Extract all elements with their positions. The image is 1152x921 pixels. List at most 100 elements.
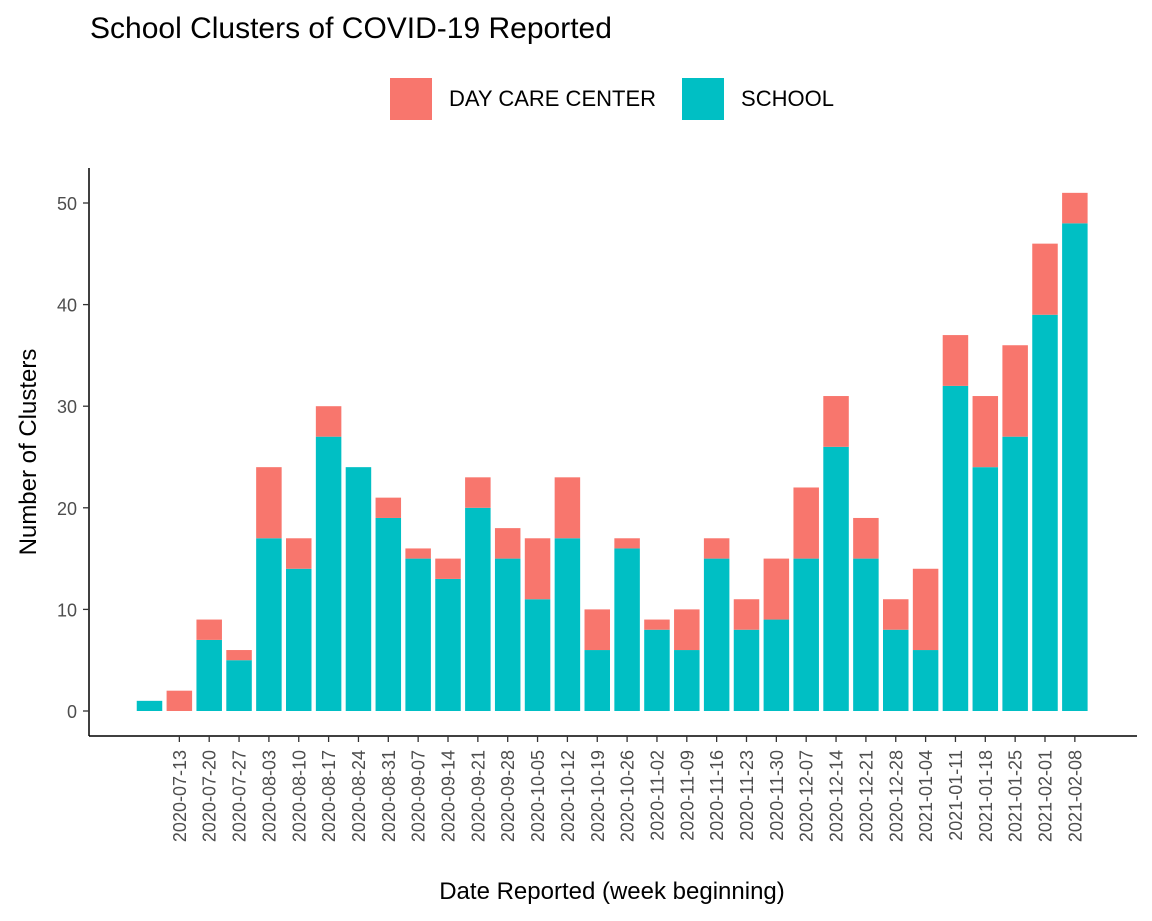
x-axis-title: Date Reported (week beginning) bbox=[439, 878, 785, 905]
bar-daycare-24 bbox=[853, 517, 879, 559]
x-tick-label-9: 2020-09-14 bbox=[439, 750, 459, 842]
bar-daycare-29 bbox=[1002, 345, 1028, 437]
x-tick-label-28: 2021-01-25 bbox=[1006, 750, 1026, 842]
bar-school-10 bbox=[435, 578, 461, 711]
bar-daycare-26 bbox=[912, 568, 939, 651]
x-tick-label-11: 2020-09-28 bbox=[498, 750, 518, 842]
x-tick-label-18: 2020-11-16 bbox=[707, 750, 727, 841]
bar-daycare-14 bbox=[554, 477, 581, 539]
bar-school-28 bbox=[972, 467, 999, 711]
y-tick-label-40: 40 bbox=[57, 296, 77, 316]
bar-school-16 bbox=[614, 548, 640, 711]
legend-item-school: SCHOOL bbox=[682, 78, 834, 120]
bar-daycare-5 bbox=[286, 538, 312, 569]
bar-school-13 bbox=[524, 599, 551, 711]
legend-key-day-care bbox=[390, 78, 432, 120]
bar-daycare-17 bbox=[644, 619, 670, 630]
bar-daycare-28 bbox=[972, 396, 999, 468]
bar-school-17 bbox=[644, 629, 670, 711]
bar-school-23 bbox=[823, 446, 849, 711]
x-tick-label-4: 2020-08-10 bbox=[289, 750, 309, 842]
y-tick-label-0: 0 bbox=[67, 702, 77, 722]
legend-key-school bbox=[682, 78, 725, 120]
legend-item-day-care: DAY CARE CENTER bbox=[390, 78, 656, 120]
x-tick-label-13: 2020-10-12 bbox=[558, 750, 578, 842]
bars-layer bbox=[136, 192, 1088, 711]
bar-daycare-19 bbox=[703, 538, 730, 559]
x-tick-label-27: 2021-01-18 bbox=[976, 750, 996, 842]
legend-label-school: SCHOOL bbox=[741, 86, 834, 111]
x-tick-label-16: 2020-11-02 bbox=[647, 750, 667, 841]
bar-school-12 bbox=[494, 558, 521, 711]
legend-label-day-care: DAY CARE CENTER bbox=[449, 86, 657, 111]
bar-school-2 bbox=[196, 639, 222, 711]
bar-school-18 bbox=[674, 650, 700, 711]
bar-daycare-27 bbox=[942, 335, 969, 386]
bar-school-4 bbox=[256, 538, 282, 711]
bar-school-15 bbox=[584, 650, 610, 711]
x-tick-label-5: 2020-08-17 bbox=[319, 750, 339, 842]
y-tick-label-50: 50 bbox=[57, 194, 77, 214]
y-tick-label-20: 20 bbox=[57, 499, 77, 519]
x-tick-label-7: 2020-08-31 bbox=[379, 750, 399, 842]
x-tick-label-1: 2020-07-20 bbox=[200, 750, 220, 842]
bar-school-29 bbox=[1002, 436, 1028, 711]
x-tick-label-29: 2021-02-01 bbox=[1036, 750, 1056, 842]
bar-daycare-9 bbox=[405, 548, 431, 559]
x-tick-label-3: 2020-08-03 bbox=[259, 750, 279, 842]
bar-daycare-20 bbox=[733, 599, 760, 630]
bar-school-7 bbox=[345, 467, 372, 711]
x-tick-label-15: 2020-10-26 bbox=[618, 750, 638, 842]
bar-daycare-16 bbox=[614, 538, 640, 549]
bar-daycare-23 bbox=[823, 396, 849, 447]
bar-daycare-6 bbox=[315, 406, 342, 437]
bar-daycare-11 bbox=[465, 477, 491, 508]
x-axis: 2020-07-13 2020-07-20 2020-07-27 2020-08-03… bbox=[89, 735, 1137, 842]
bar-daycare-12 bbox=[494, 528, 521, 559]
bar-school-30 bbox=[1032, 314, 1058, 711]
x-tick-label-10: 2020-09-21 bbox=[468, 750, 488, 842]
bar-daycare-1 bbox=[166, 690, 193, 711]
x-tick-label-20: 2020-11-30 bbox=[767, 750, 787, 841]
bar-school-19 bbox=[703, 558, 730, 711]
y-axis: 0 10 20 30 40 50 bbox=[57, 168, 90, 736]
bar-daycare-15 bbox=[584, 609, 610, 651]
x-tick-label-30: 2021-02-08 bbox=[1065, 750, 1085, 842]
x-tick-label-24: 2020-12-28 bbox=[886, 750, 906, 842]
x-tick-label-25: 2021-01-04 bbox=[916, 750, 936, 842]
y-axis-title: Number of Clusters bbox=[15, 349, 42, 556]
bar-school-11 bbox=[465, 507, 491, 711]
bar-daycare-30 bbox=[1032, 243, 1058, 315]
x-tick-label-22: 2020-12-14 bbox=[827, 750, 847, 842]
bar-daycare-21 bbox=[763, 558, 790, 620]
bar-school-9 bbox=[405, 558, 431, 711]
x-tick-label-19: 2020-11-23 bbox=[737, 750, 757, 841]
bar-daycare-13 bbox=[524, 538, 551, 600]
x-tick-label-14: 2020-10-19 bbox=[588, 750, 608, 842]
bar-daycare-22 bbox=[793, 487, 819, 559]
bar-school-3 bbox=[226, 660, 252, 711]
x-tick-label-6: 2020-08-24 bbox=[349, 750, 369, 842]
bar-school-20 bbox=[733, 629, 760, 711]
bar-school-26 bbox=[912, 650, 939, 711]
x-tick-label-8: 2020-09-07 bbox=[409, 750, 429, 842]
bar-school-0 bbox=[136, 700, 163, 711]
bar-school-5 bbox=[286, 568, 312, 711]
bar-school-14 bbox=[554, 538, 581, 711]
bar-daycare-8 bbox=[375, 497, 402, 518]
bar-school-8 bbox=[375, 517, 402, 711]
x-tick-label-23: 2020-12-21 bbox=[856, 750, 876, 842]
legend: DAY CARE CENTER SCHOOL bbox=[390, 78, 860, 120]
bar-daycare-18 bbox=[674, 609, 700, 651]
x-tick-label-0: 2020-07-13 bbox=[170, 750, 190, 842]
x-tick-label-17: 2020-11-09 bbox=[677, 750, 697, 841]
bar-school-24 bbox=[853, 558, 879, 711]
chart-title: School Clusters of COVID-19 Reported bbox=[90, 12, 612, 45]
bar-school-31 bbox=[1062, 223, 1088, 711]
bar-daycare-2 bbox=[196, 619, 222, 640]
bar-daycare-31 bbox=[1062, 192, 1088, 224]
bar-school-27 bbox=[942, 385, 969, 711]
bar-daycare-3 bbox=[226, 650, 252, 661]
bar-school-22 bbox=[793, 558, 819, 711]
